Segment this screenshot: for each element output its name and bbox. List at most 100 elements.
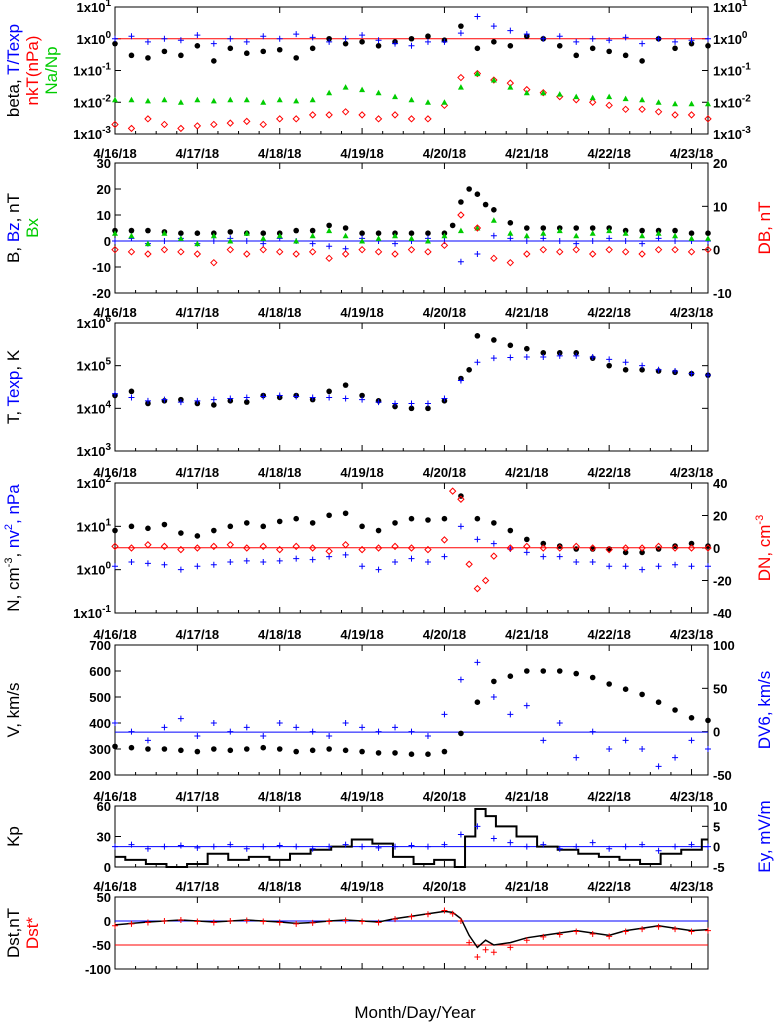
field-frame [114,162,709,294]
field-data-point [457,258,464,265]
speed-y-tick-label: 200 [89,768,111,783]
kp-data-point [606,845,613,852]
kp-data-point [705,843,711,850]
speed-data-point [276,746,283,752]
density-data-point [688,563,695,570]
field-data-point [359,230,365,236]
kp-right-y-tick-label: 5 [713,819,720,834]
plasma-data-point [293,55,299,61]
speed-y-tick-label: 600 [89,664,111,679]
plasma-y-tick-label: 1x100 [77,30,112,47]
density-y-tick-label: 1x10-1 [73,604,111,621]
dst-data-point [177,917,184,924]
temperature-data-point [540,350,547,356]
temperature-data-point [540,353,547,360]
field-data-point [260,235,267,241]
density-data-point [276,545,284,554]
plasma-data-point [292,115,300,123]
plasma-right-y-tick-label: 1x10-1 [713,62,751,79]
field-data-point [654,245,663,254]
density-data-point [523,542,531,551]
field-data-point [589,230,596,236]
temperature-data-point [524,345,530,352]
temperature-x-tick-label: 4/16/18 [93,465,136,480]
density-data-point [259,542,267,551]
dst-y-tick-label: 0 [104,914,111,929]
dst-data-point [482,946,489,953]
plasma-data-point [359,32,366,39]
field-data-point [622,230,629,236]
kp-data-point [392,843,399,850]
temperature-data-point [260,393,267,400]
density-series-n [112,493,711,556]
speed-data-point [359,748,365,755]
plasma-data-point [540,35,547,42]
speed-x-tick-label: 4/20/18 [423,789,466,804]
field-data-point [589,238,596,244]
density-data-point [276,557,283,564]
field-data-point [210,258,218,267]
speed-data-point [441,711,448,718]
field-data-point [458,199,464,205]
field-data-point [688,230,695,236]
density-data-point [392,559,399,566]
density-right-y-tick-label: 20 [713,509,727,524]
plasma-data-point [687,111,696,119]
dst-y-axis-label: Dst* [23,917,42,950]
density-data-point [374,544,383,552]
kp-data-point [589,839,596,846]
temperature-data-point [622,359,629,366]
field-data-point [227,229,234,235]
density-data-point [194,563,201,570]
speed-data-point [556,720,563,726]
plasma-x-tick-label: 4/16/18 [93,146,136,161]
field-right-y-tick-label: 0 [713,243,720,258]
kp-data-point [490,835,497,842]
speed-x-tick-label: 4/21/18 [505,789,548,804]
temperature-data-point [441,395,448,402]
density-right-y-tick-label: -20 [713,574,732,589]
density-data-point [465,560,473,568]
speed-data-point [326,746,332,752]
temperature-data-point [573,352,580,359]
dst-data-point [556,931,563,938]
field-y-axis-label: Bx [23,218,42,238]
field-data-point [293,238,300,244]
field-data-point [358,245,366,254]
speed-data-point [128,728,135,735]
plasma-data-point [408,35,415,42]
plasma-data-point [210,40,217,47]
plasma-data-point [622,95,629,102]
plasma-data-point [127,124,136,133]
plasma-data-point [325,111,333,119]
field-data-point [482,201,489,208]
field-data-point [194,230,201,236]
speed-data-point [128,744,135,751]
speed-data-point [243,724,250,731]
kp-data-point [672,843,679,850]
speed-data-point [210,720,217,726]
field-data-point [276,248,284,256]
speed-panel: 4/16/18 4/17/18 4/18/18 4/19/18 4/20/18 4/21/… [4,638,774,804]
temperature-data-point [112,390,118,397]
density-data-point [326,512,332,519]
speed-data-point [260,733,267,739]
plasma-data-point [243,50,250,57]
field-data-point [705,230,711,236]
temperature-panel: 4/16/18 4/17/18 4/18/18 4/19/18 4/20/18 4/21/… [4,314,713,480]
plasma-x-tick-label: 4/20/18 [423,146,466,161]
kp-data-point [573,843,580,850]
density-data-point [144,541,152,549]
field-data-point [326,243,333,250]
field-data-point [556,227,563,234]
dst-data-point [507,944,514,951]
speed-data-point [178,747,184,754]
plasma-data-point [293,97,300,104]
plasma-data-point [177,99,184,105]
field-data-point [473,224,482,232]
temperature-data-point [194,397,201,404]
temperature-data-point [359,392,365,399]
speed-y-tick-label: 300 [89,742,111,757]
temperature-data-point [243,394,250,401]
